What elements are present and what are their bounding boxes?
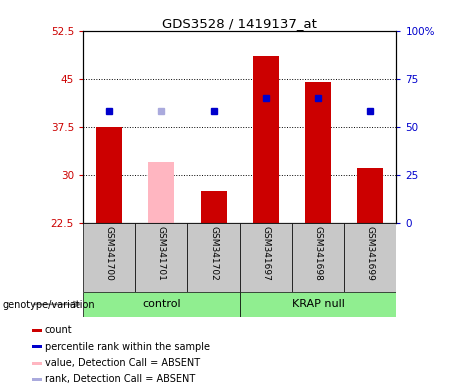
Bar [253,56,279,223]
Bar [31,378,42,381]
Bar [96,127,122,223]
Bar [188,223,240,292]
Text: rank, Detection Call = ABSENT: rank, Detection Call = ABSENT [45,374,195,384]
Bar [240,292,396,317]
Text: genotype/variation: genotype/variation [2,300,95,310]
Title: GDS3528 / 1419137_at: GDS3528 / 1419137_at [162,17,317,30]
Text: GSM341697: GSM341697 [261,226,270,281]
Bar [31,329,42,332]
Text: count: count [45,326,72,336]
Bar [240,223,292,292]
Text: GSM341701: GSM341701 [157,226,166,281]
Bar [135,223,188,292]
Text: GSM341698: GSM341698 [313,226,323,281]
Text: percentile rank within the sample: percentile rank within the sample [45,342,210,352]
Bar [357,168,384,223]
Bar [305,82,331,223]
Text: control: control [142,299,181,310]
Bar [201,191,227,223]
Text: KRAP null: KRAP null [292,299,344,310]
Bar [83,292,240,317]
Bar [148,162,174,223]
Text: GSM341702: GSM341702 [209,226,218,281]
Text: value, Detection Call = ABSENT: value, Detection Call = ABSENT [45,358,200,368]
Bar [344,223,396,292]
Bar [31,362,42,364]
Text: GSM341699: GSM341699 [366,226,375,281]
Bar [31,345,42,348]
Text: GSM341700: GSM341700 [105,226,113,281]
Bar [83,223,135,292]
Bar [292,223,344,292]
